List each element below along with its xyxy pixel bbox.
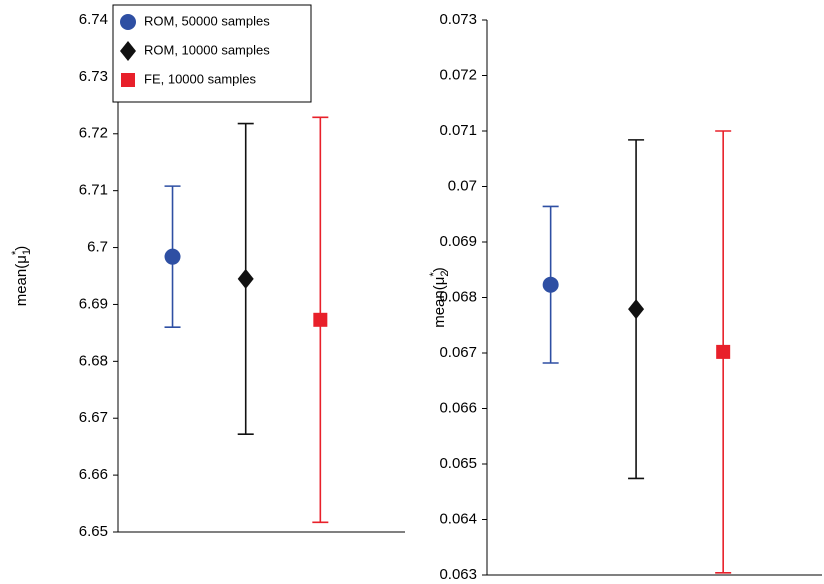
y-tick-label: 0.073: [439, 11, 477, 28]
y-tick-label: 6.71: [79, 182, 108, 199]
y-tick-label: 6.67: [79, 409, 108, 426]
marker: [164, 248, 181, 265]
marker: [237, 268, 254, 289]
marker: [121, 73, 135, 87]
y-label-part: ): [13, 246, 30, 251]
legend-label: FE, 10000 samples: [144, 71, 257, 86]
y-tick-label: 0.069: [439, 233, 477, 250]
marker: [120, 41, 136, 61]
y-label-part: mean(μ: [431, 277, 448, 328]
y-tick-label: 0.071: [439, 122, 477, 139]
legend-label: ROM, 50000 samples: [144, 13, 270, 28]
marker: [542, 276, 559, 293]
y-tick-label: 6.69: [79, 295, 108, 312]
marker: [120, 14, 136, 30]
marker: [716, 344, 731, 359]
marker: [628, 299, 645, 320]
y-tick-label: 0.066: [439, 399, 477, 416]
y-label-part: 1: [21, 249, 33, 255]
y-tick-label: 6.65: [79, 523, 108, 540]
y-tick-label: 0.072: [439, 66, 477, 83]
y-tick-label: 0.065: [439, 455, 477, 472]
y-label-part: ): [431, 267, 448, 272]
y-tick-label: 0.064: [439, 510, 477, 527]
legend-box: [112, 4, 312, 103]
y-tick-label: 6.73: [79, 68, 108, 85]
legend-label: ROM, 10000 samples: [144, 42, 270, 57]
y-tick-label: 0.07: [448, 177, 477, 194]
marker: [313, 312, 328, 327]
y-tick-label: 6.68: [79, 352, 108, 369]
y-tick-label: 0.067: [439, 344, 477, 361]
y-tick-label: 6.7: [87, 239, 108, 256]
y-tick-label: 0.063: [439, 566, 477, 583]
y-axis-label: mean(μ2*): [428, 267, 451, 328]
y-label-part: *: [428, 271, 440, 276]
y-tick-label: 0.068: [439, 288, 477, 305]
y-label-part: mean(μ: [13, 255, 30, 306]
y-label-part: *: [10, 250, 22, 255]
y-label-part: 2: [439, 270, 451, 276]
y-tick-label: 6.74: [79, 11, 108, 28]
y-axis-label: mean(μ1*): [10, 246, 33, 307]
y-tick-label: 6.66: [79, 466, 108, 483]
y-tick-label: 6.72: [79, 125, 108, 142]
